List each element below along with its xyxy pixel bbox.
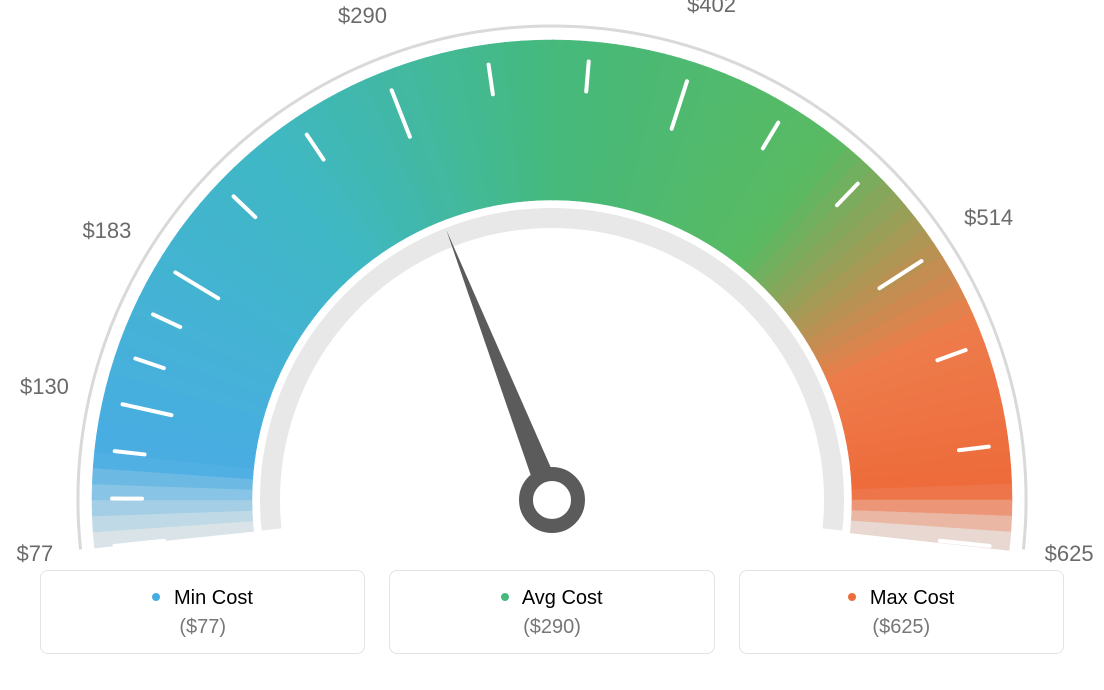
legend-card-max: Max Cost ($625) bbox=[739, 570, 1064, 654]
gauge-tick-label: $402 bbox=[687, 0, 736, 18]
gauge-svg bbox=[0, 0, 1104, 560]
gauge-tick-label: $625 bbox=[1045, 541, 1094, 567]
gauge-tick-label: $290 bbox=[338, 3, 387, 29]
legend-card-avg: Avg Cost ($290) bbox=[389, 570, 714, 654]
legend-value-max: ($625) bbox=[750, 616, 1053, 639]
legend-title-min: Min Cost bbox=[51, 587, 354, 610]
gauge-tick-label: $514 bbox=[964, 205, 1013, 231]
cost-gauge: $77$130$183$290$402$514$625 bbox=[0, 0, 1104, 560]
legend-value-avg: ($290) bbox=[400, 616, 703, 639]
gauge-tick-label: $183 bbox=[82, 218, 131, 244]
legend-title-avg: Avg Cost bbox=[400, 587, 703, 610]
legend-value-min: ($77) bbox=[51, 616, 354, 639]
gauge-tick-label: $130 bbox=[20, 374, 69, 400]
gauge-tick-label: $77 bbox=[16, 541, 53, 567]
legend-title-text: Max Cost bbox=[870, 587, 954, 609]
legend-title-max: Max Cost bbox=[750, 587, 1053, 610]
legend: Min Cost ($77) Avg Cost ($290) Max Cost … bbox=[0, 570, 1104, 654]
legend-title-text: Avg Cost bbox=[522, 587, 603, 609]
dot-icon bbox=[848, 593, 856, 601]
dot-icon bbox=[501, 593, 509, 601]
legend-card-min: Min Cost ($77) bbox=[40, 570, 365, 654]
dot-icon bbox=[152, 593, 160, 601]
legend-title-text: Min Cost bbox=[174, 587, 253, 609]
